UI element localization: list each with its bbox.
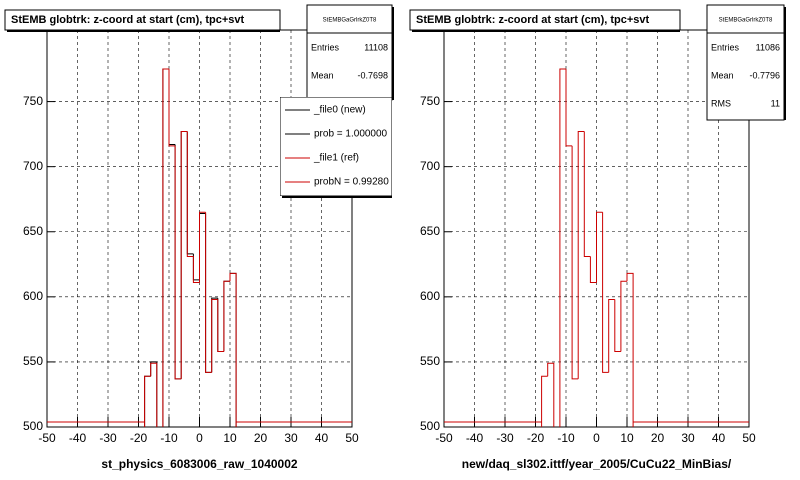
y-tick-label: 700 [23,159,43,173]
stats-label: Mean [711,70,734,80]
x-tick-label: 0 [593,431,600,445]
stats-title: StEMBGaGrlrkZ0T8 [719,18,773,24]
x-tick-label: 20 [254,431,268,445]
legend: _file0 (new) prob = 1.000000 _file1 (ref) p… [280,97,392,196]
histogram-bin [186,131,194,257]
x-axis-label: st_physics_6083006_raw_1040002 [101,457,297,471]
histogram-bin [144,375,151,427]
chart-title: StEMB globtrk: z-coord at start (cm), tp… [11,14,245,26]
histogram-bin [571,145,579,380]
histogram-bin [602,212,609,373]
stats-value: 11086 [756,42,780,52]
histogram-bin [199,211,206,283]
histogram-bin [211,298,218,373]
histograms [444,68,749,427]
x-tick-label: -30 [496,431,514,445]
x-tick-label: -10 [557,431,575,445]
stats-label: Entries [311,42,340,52]
panel: 500 550 600 650 700 750 -50 -40 -30 -20 -10 0 10 20 30… [409,4,786,471]
stats-label: RMS [711,98,731,108]
x-tick-label: 10 [223,431,237,445]
x-tick-label: 40 [712,431,726,445]
histogram-bin [577,131,585,379]
histogram-bin [614,299,621,353]
histogram-bin [620,280,627,352]
legend-label: prob = 1.000000 [314,129,388,140]
stats-value: -0.7796 [749,70,780,80]
y-tick-label: 550 [23,354,43,368]
y-tick-label: 500 [23,419,43,433]
x-tick-label: -30 [99,431,117,445]
y-tick-label: 600 [23,289,43,303]
histogram-bin [589,256,597,284]
stats-title: StEMBGaGrlrkZ0T8 [323,18,377,24]
histogram-bin [192,256,200,284]
histogram-bin [596,211,603,283]
stats-value: 11108 [364,42,388,52]
y-tick-label: 600 [420,289,440,303]
histogram-bin [229,272,237,427]
x-tick-label: 0 [196,431,203,445]
stats-label: Entries [711,42,740,52]
x-tick-label: -50 [38,431,56,445]
stats-box [306,4,393,101]
histogram-bin [205,212,212,373]
histogram-bin [180,131,188,379]
legend-label: probN = 0.99280 [314,177,389,188]
x-tick-label: 50 [742,431,756,445]
histogram-bin [162,68,169,427]
x-tick-label: 10 [620,431,634,445]
histogram-bin [217,299,224,353]
y-tick-label: 500 [420,419,440,433]
x-axis-label: new/daq_sl302.ittf/year_2005/CuCu22_MinB… [462,457,732,471]
x-tick-label: 30 [681,431,695,445]
x-tick-label: 50 [345,431,359,445]
histogram-bin [174,145,182,380]
y-tick-label: 650 [23,224,43,238]
x-tick-label: -50 [435,431,453,445]
legend-label: _file0 (new) [313,105,366,116]
legend-label: _file1 (ref) [313,153,359,164]
histogram-bin [168,69,176,147]
x-tick-label: -20 [527,431,545,445]
x-tick-label: 30 [284,431,298,445]
x-tick-label: -40 [466,431,484,445]
histogram-bin [150,362,158,427]
x-tick-label: 20 [651,431,665,445]
x-tick-label: -20 [130,431,148,445]
y-tick-label: 700 [420,159,440,173]
chart-title: StEMB globtrk: z-coord at start (cm), tp… [416,14,650,26]
histogram-bin [583,131,591,257]
stats-value: -0.7698 [357,70,388,80]
panel: 500 550 600 650 700 750 -50 -40 -30 -20 -10 0 10 20 30… [4,4,394,471]
x-tick-label: -10 [160,431,178,445]
histogram-bin [608,298,615,373]
x-tick-label: -40 [69,431,87,445]
y-tick-label: 750 [420,94,440,108]
stats-box [706,4,785,121]
histogram-bin [541,375,548,427]
histogram-bin [559,68,566,427]
stats-value: 11 [771,98,780,108]
y-tick-label: 750 [23,94,43,108]
histograms [47,68,352,427]
y-tick-label: 550 [420,354,440,368]
x-tick-label: 40 [315,431,329,445]
legend-box [280,97,392,196]
y-tick-label: 650 [420,224,440,238]
histogram-bin [547,362,555,427]
histogram-bin [223,280,230,352]
histogram-bin [626,272,634,427]
stats-label: Mean [311,70,334,80]
histogram-bin [565,69,573,147]
